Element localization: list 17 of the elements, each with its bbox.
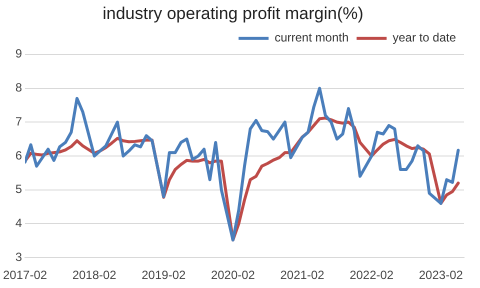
y-tick-label: 7	[15, 114, 22, 128]
x-tick-label: 2022-02	[350, 268, 394, 282]
y-tick-label: 4	[15, 216, 22, 230]
x-tick-label: 2021-02	[280, 268, 325, 282]
x-tick-label: 2019-02	[142, 268, 186, 282]
y-tick-label: 9	[15, 46, 22, 61]
y-tick-label: 3	[15, 250, 22, 264]
y-tick-label: 8	[15, 80, 22, 95]
x-tick-label: 2020-02	[210, 268, 256, 282]
y-tick-label: 5	[15, 182, 22, 196]
x-tick-label: 2018-02	[72, 268, 117, 282]
legend-label: year to date	[392, 30, 456, 45]
chart-title: industry operating profit margin(%)	[102, 4, 364, 23]
x-tick-label: 2017-02	[2, 268, 48, 282]
x-tick-label: 2023-02	[418, 268, 464, 282]
legend-label: current month	[274, 30, 349, 45]
y-tick-label: 6	[15, 148, 22, 162]
